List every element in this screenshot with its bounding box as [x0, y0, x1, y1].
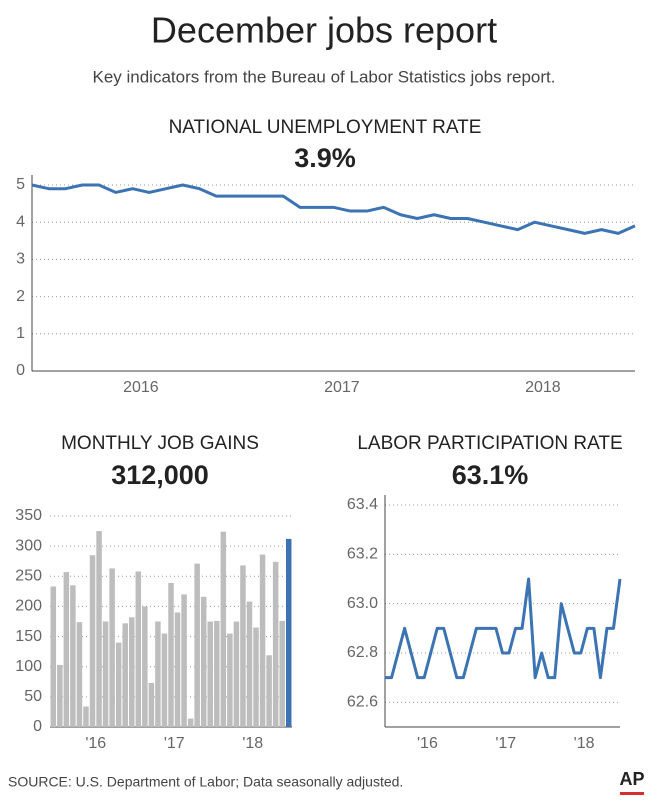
bar	[266, 655, 272, 727]
bar	[135, 571, 142, 727]
bar	[76, 622, 83, 727]
bar	[89, 555, 96, 727]
bar	[161, 633, 168, 727]
x-tick-label: 2016	[123, 379, 159, 396]
y-tick-label: 250	[15, 568, 42, 585]
logo-underline	[620, 792, 644, 795]
y-tick-label: 50	[24, 688, 42, 705]
bar	[181, 594, 187, 727]
bar	[227, 633, 233, 727]
bar	[57, 664, 63, 727]
x-tick-label: '16	[417, 735, 438, 752]
bar	[168, 582, 174, 727]
bar	[253, 627, 259, 727]
bar	[233, 621, 240, 727]
bar	[214, 620, 220, 727]
bar	[102, 621, 109, 727]
headline-value: 3.9%	[294, 143, 356, 173]
bar	[220, 531, 227, 727]
y-tick-label: 2	[16, 288, 25, 305]
y-tick-label: 0	[16, 362, 25, 379]
y-tick-label: 0	[33, 718, 42, 735]
bar	[194, 563, 200, 727]
y-tick-label: 200	[15, 598, 42, 615]
y-tick-label: 63.2	[347, 546, 378, 563]
y-tick-label: 62.6	[347, 694, 378, 711]
y-tick-label: 5	[16, 176, 25, 193]
bar	[155, 621, 161, 727]
line-series	[385, 577, 622, 680]
line-series	[31, 183, 636, 235]
bar	[142, 606, 148, 727]
y-tick-label: 150	[15, 628, 42, 645]
bar	[70, 585, 76, 727]
x-tick-label: '17	[495, 735, 516, 752]
bar	[187, 718, 194, 727]
bar	[148, 682, 155, 727]
bar	[115, 642, 122, 727]
bar	[109, 568, 115, 727]
subtitle: Key indicators from the Bureau of Labor …	[92, 67, 555, 86]
bar	[96, 531, 102, 727]
bar	[129, 617, 135, 727]
bar	[174, 612, 181, 727]
x-tick-label: '18	[574, 735, 595, 752]
y-tick-label: 350	[15, 507, 42, 524]
x-tick-label: 2017	[324, 379, 360, 396]
y-tick-label: 4	[16, 213, 25, 230]
x-tick-label: '17	[164, 735, 185, 752]
source: SOURCE: U.S. Department of Labor; Data s…	[8, 774, 403, 790]
y-tick-label: 62.8	[347, 644, 378, 661]
bar	[240, 565, 246, 727]
page-title: December jobs report	[151, 10, 497, 51]
logo: AP	[619, 769, 644, 789]
y-tick-label: 3	[16, 251, 25, 268]
bar	[200, 596, 207, 727]
y-tick-label: 1	[16, 325, 25, 342]
bar	[50, 586, 57, 727]
bar	[63, 572, 70, 727]
chart-title: NATIONAL UNEMPLOYMENT RATE	[169, 117, 482, 138]
bar	[246, 601, 253, 727]
y-tick-label: 63.4	[347, 496, 378, 513]
bar	[207, 621, 213, 727]
bar	[122, 623, 128, 727]
bar	[83, 706, 89, 727]
x-tick-label: '18	[242, 735, 263, 752]
bar	[285, 538, 292, 727]
y-tick-label: 100	[15, 658, 42, 675]
y-tick-label: 300	[15, 537, 42, 554]
headline-value: 63.1%	[452, 460, 529, 490]
y-tick-label: 63.0	[347, 595, 378, 612]
x-tick-label: 2018	[525, 379, 561, 396]
x-tick-label: '16	[85, 735, 106, 752]
chart-title: LABOR PARTICIPATION RATE	[357, 433, 622, 454]
bar	[279, 620, 285, 727]
bar	[259, 554, 266, 727]
bar	[272, 561, 279, 727]
chart-title: MONTHLY JOB GAINS	[61, 433, 259, 454]
headline-value: 312,000	[111, 460, 209, 490]
